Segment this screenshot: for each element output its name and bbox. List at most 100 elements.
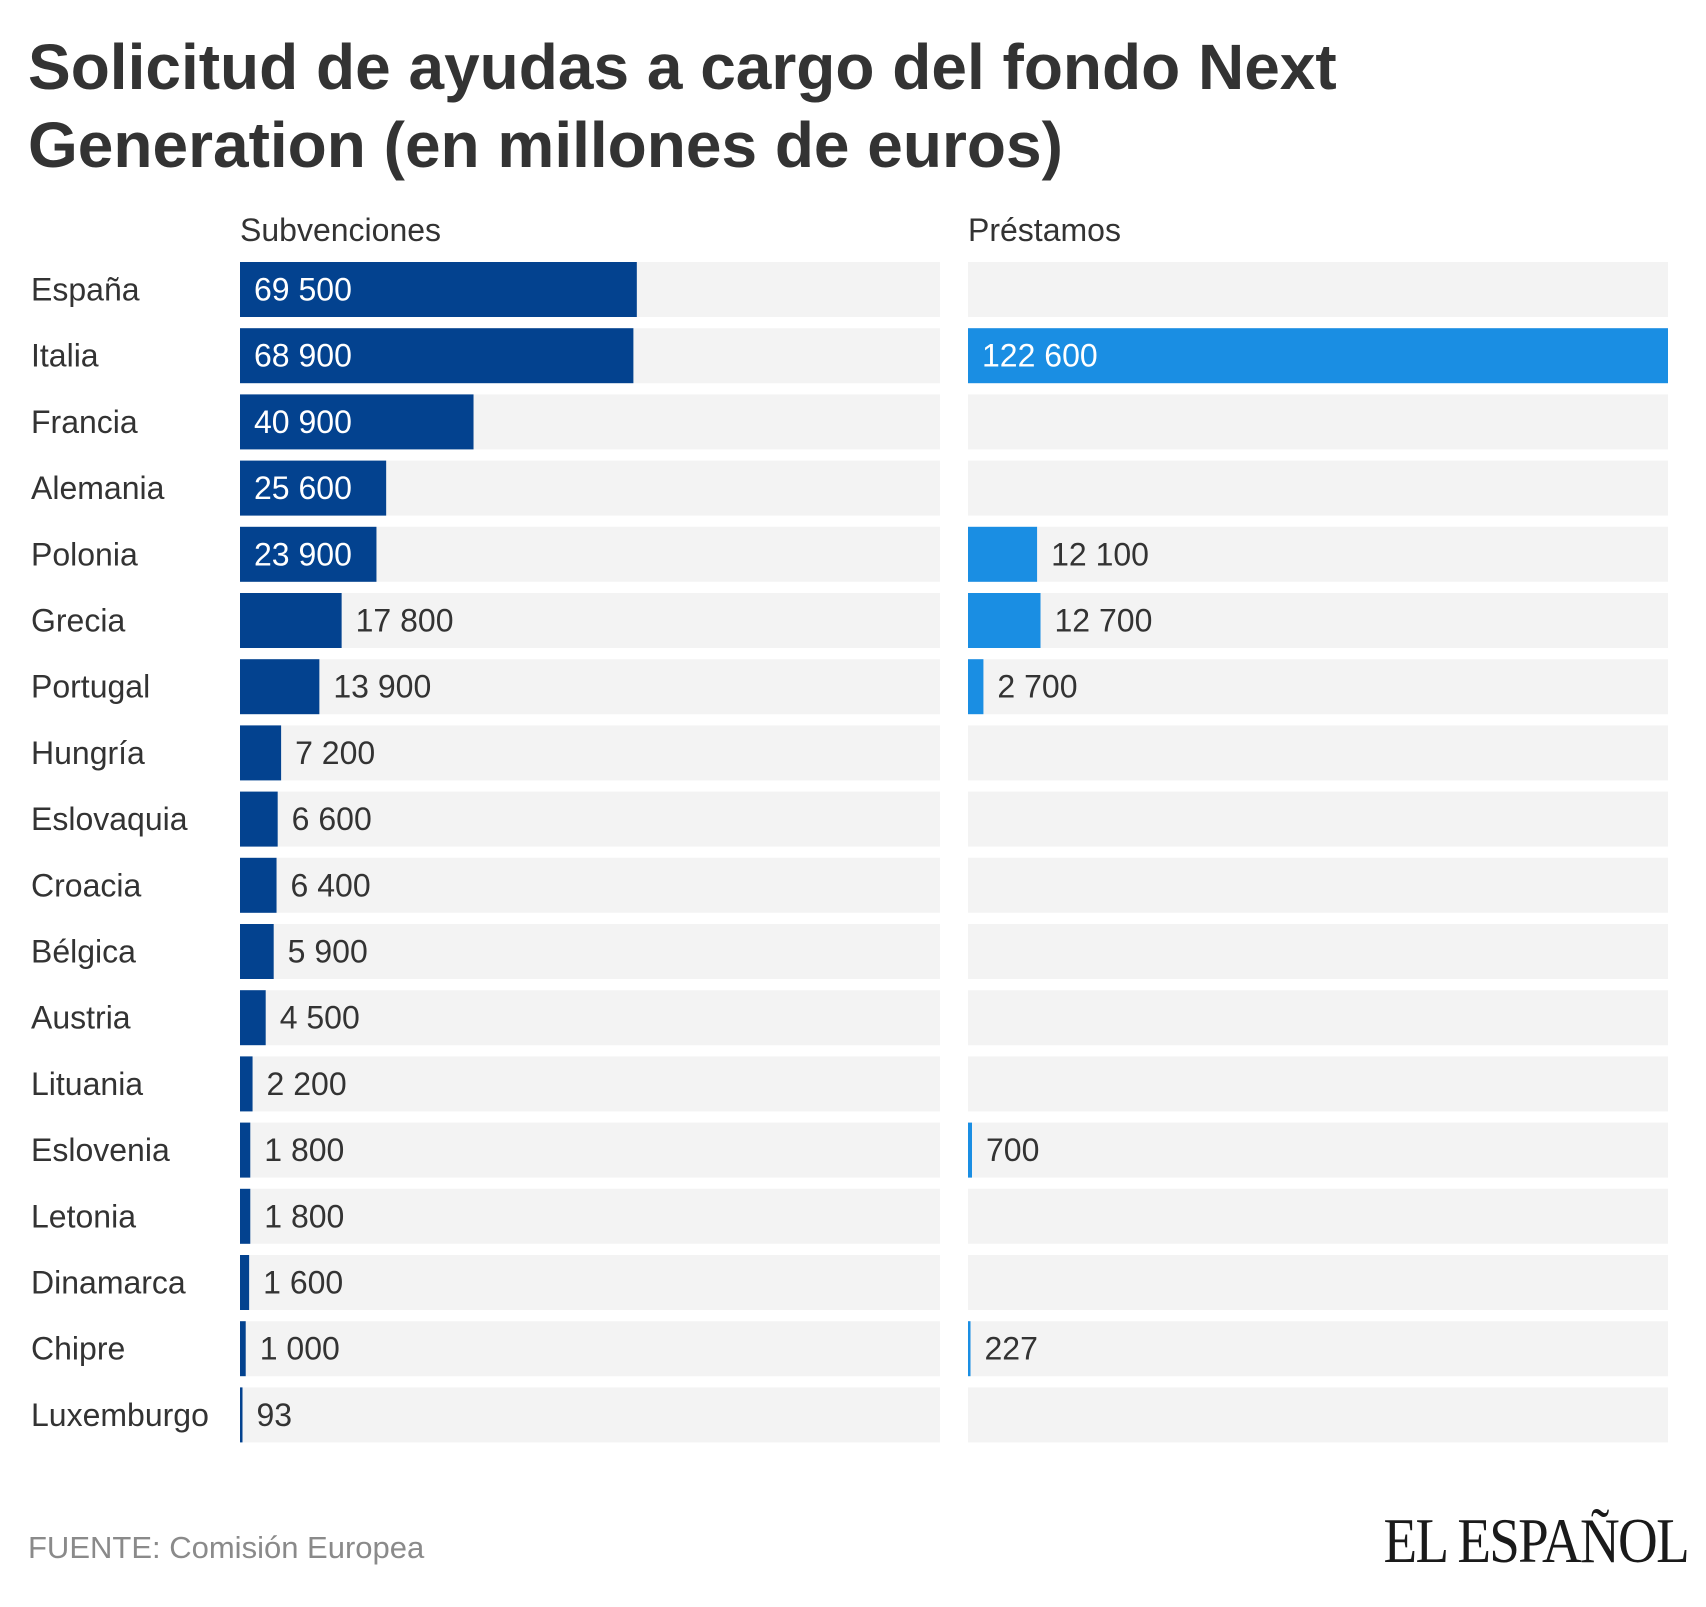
track-prestamos-eslovaquia <box>968 791 1668 847</box>
track-subvenciones-hungria <box>240 725 940 781</box>
value-label-subvenciones-hungria: 7 200 <box>295 735 375 771</box>
bar-prestamos-eslovenia <box>968 1122 972 1178</box>
value-label-subvenciones-portugal: 13 900 <box>333 669 431 705</box>
track-subvenciones-croacia <box>240 857 940 913</box>
value-label-prestamos-grecia: 12 700 <box>1055 603 1153 639</box>
bar-subvenciones-eslovenia <box>240 1122 251 1178</box>
country-label-italia: Italia <box>31 338 99 374</box>
value-label-subvenciones-chipre: 1 000 <box>260 1331 340 1367</box>
source-note: FUENTE: Comisión Europea <box>28 1530 425 1565</box>
country-label-chipre: Chipre <box>31 1331 125 1367</box>
value-label-subvenciones-eslovenia: 1 800 <box>264 1132 344 1168</box>
track-subvenciones-grecia <box>240 593 940 648</box>
bar-subvenciones-grecia <box>240 593 342 648</box>
bar-prestamos-portugal <box>968 659 984 715</box>
value-label-subvenciones-luxemburgo: 93 <box>257 1397 293 1433</box>
country-label-eslovaquia: Eslovaquia <box>31 801 188 837</box>
value-label-subvenciones-francia: 40 900 <box>254 404 352 440</box>
bar-subvenciones-belgica <box>240 924 274 979</box>
country-label-eslovenia: Eslovenia <box>31 1132 170 1168</box>
bar-subvenciones-letonia <box>240 1188 251 1244</box>
track-prestamos-letonia <box>968 1188 1668 1244</box>
bar-subvenciones-portugal <box>240 659 320 715</box>
value-label-subvenciones-lituania: 2 200 <box>267 1066 347 1102</box>
track-prestamos-austria <box>968 990 1668 1046</box>
value-label-subvenciones-belgica: 5 900 <box>288 934 368 970</box>
track-prestamos-luxemburgo <box>968 1387 1668 1443</box>
country-label-hungria: Hungría <box>31 735 145 771</box>
track-prestamos-alemania <box>968 460 1668 516</box>
track-subvenciones-dinamarca <box>240 1255 940 1310</box>
bar-prestamos-polonia <box>968 526 1038 582</box>
track-subvenciones-letonia <box>240 1188 940 1244</box>
bar-subvenciones-hungria <box>240 725 282 781</box>
track-prestamos-dinamarca <box>968 1255 1668 1310</box>
country-label-francia: Francia <box>31 404 138 440</box>
track-subvenciones-austria <box>240 990 940 1046</box>
chart-title: Solicitud de ayudas a cargo del fondo Ne… <box>28 31 1337 181</box>
track-subvenciones-eslovaquia <box>240 791 940 847</box>
country-label-dinamarca: Dinamarca <box>31 1265 186 1301</box>
country-label-belgica: Bélgica <box>31 934 136 970</box>
bar-subvenciones-espana <box>240 262 637 317</box>
value-label-subvenciones-alemania: 25 600 <box>254 470 352 506</box>
bar-subvenciones-dinamarca <box>240 1255 250 1310</box>
track-prestamos-hungria <box>968 725 1668 781</box>
value-label-prestamos-chipre: 227 <box>985 1331 1038 1367</box>
bar-subvenciones-italia <box>240 328 634 384</box>
bar-chart: España 69 500 Italia 68 900 122 600 Francia 40… <box>31 262 1668 1443</box>
track-subvenciones-chipre <box>240 1321 940 1377</box>
track-prestamos-espana <box>968 262 1668 317</box>
bar-subvenciones-austria <box>240 990 266 1046</box>
value-label-subvenciones-italia: 68 900 <box>254 338 352 374</box>
track-prestamos-chipre <box>968 1321 1668 1377</box>
country-label-grecia: Grecia <box>31 603 125 639</box>
value-label-subvenciones-austria: 4 500 <box>280 1000 360 1036</box>
track-subvenciones-luxemburgo <box>240 1387 940 1443</box>
bar-subvenciones-eslovaquia <box>240 791 278 847</box>
panel-header-subvenciones: Subvenciones <box>240 212 442 248</box>
country-label-letonia: Letonia <box>31 1198 136 1234</box>
country-label-portugal: Portugal <box>31 669 150 705</box>
country-label-espana: España <box>31 272 140 308</box>
country-label-lituania: Lituania <box>31 1066 143 1102</box>
value-label-subvenciones-grecia: 17 800 <box>356 603 454 639</box>
track-prestamos-belgica <box>968 924 1668 979</box>
track-prestamos-portugal <box>968 659 1668 715</box>
bar-subvenciones-chipre <box>240 1321 246 1377</box>
value-label-prestamos-eslovenia: 700 <box>986 1132 1039 1168</box>
bar-subvenciones-alemania <box>240 460 387 516</box>
track-subvenciones-lituania <box>240 1056 940 1112</box>
bar-prestamos-chipre <box>968 1321 971 1377</box>
value-label-prestamos-portugal: 2 700 <box>997 669 1077 705</box>
country-label-croacia: Croacia <box>31 867 141 903</box>
track-subvenciones-eslovenia <box>240 1122 940 1178</box>
country-label-luxemburgo: Luxemburgo <box>31 1397 209 1433</box>
value-label-prestamos-italia: 122 600 <box>982 338 1098 374</box>
value-label-subvenciones-letonia: 1 800 <box>264 1198 344 1234</box>
bar-subvenciones-croacia <box>240 857 277 913</box>
bar-subvenciones-luxemburgo <box>240 1387 243 1443</box>
track-subvenciones-portugal <box>240 659 940 715</box>
country-label-austria: Austria <box>31 1000 131 1036</box>
bar-subvenciones-polonia <box>240 526 377 582</box>
country-label-alemania: Alemania <box>31 470 165 506</box>
country-label-polonia: Polonia <box>31 536 138 572</box>
track-prestamos-lituania <box>968 1056 1668 1112</box>
value-label-subvenciones-croacia: 6 400 <box>291 867 371 903</box>
bar-prestamos-grecia <box>968 593 1041 648</box>
bar-prestamos-italia <box>968 328 1668 384</box>
value-label-subvenciones-espana: 69 500 <box>254 272 352 308</box>
track-subvenciones-belgica <box>240 924 940 979</box>
track-prestamos-grecia <box>968 593 1668 648</box>
track-prestamos-francia <box>968 394 1668 450</box>
track-prestamos-croacia <box>968 857 1668 913</box>
bar-subvenciones-lituania <box>240 1056 253 1112</box>
value-label-subvenciones-eslovaquia: 6 600 <box>292 801 372 837</box>
bar-subvenciones-francia <box>240 394 474 450</box>
track-prestamos-eslovenia <box>968 1122 1668 1178</box>
brand-logo: EL ESPAÑOL <box>1383 1505 1690 1576</box>
value-label-prestamos-polonia: 12 100 <box>1051 536 1149 572</box>
value-label-subvenciones-dinamarca: 1 600 <box>263 1265 343 1301</box>
value-label-subvenciones-polonia: 23 900 <box>254 536 352 572</box>
